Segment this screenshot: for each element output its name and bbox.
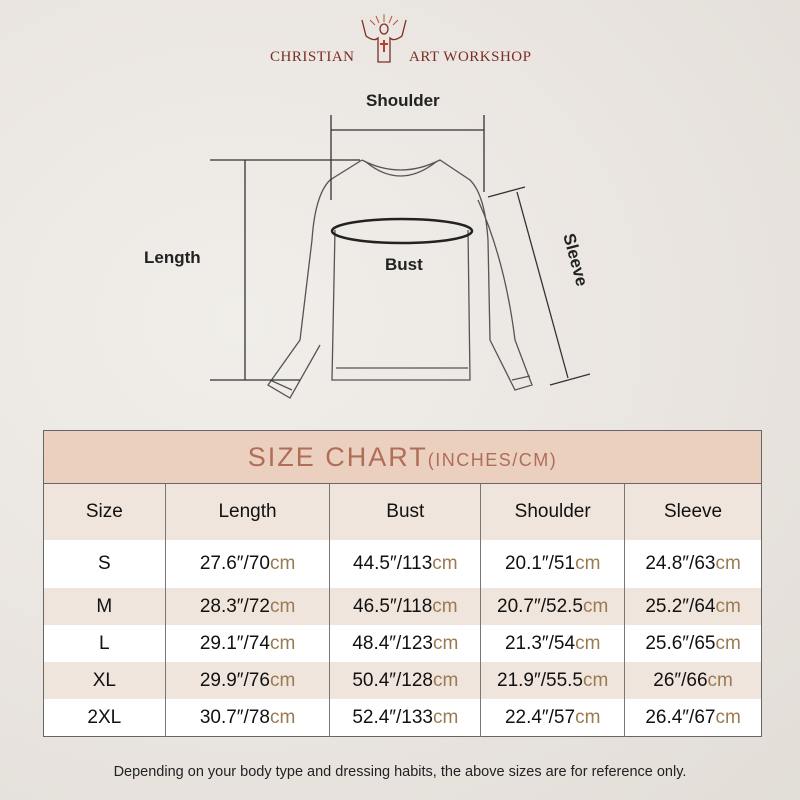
brand-logo: CHRISTIAN ART WORKSHOP bbox=[0, 12, 800, 72]
column-header: Shoulder bbox=[480, 483, 625, 540]
cell-value: 46.5″/118 bbox=[353, 595, 433, 617]
table-row: XL 29.9″/76cm 50.4″/128cm 21.9″/55.5cm 26″/6… bbox=[43, 662, 762, 699]
size-chart-table: SIZE CHART(INCHES/CM) Size Length Bust Shou… bbox=[43, 430, 762, 737]
reference-note: Depending on your body type and dressing… bbox=[113, 764, 687, 780]
unit-label: cm bbox=[715, 553, 741, 574]
unit-label: cm bbox=[582, 669, 609, 691]
cell-value: 30.7″/78 bbox=[199, 706, 270, 728]
column-header: Bust bbox=[329, 483, 481, 540]
cell-value: 50.4″/128 bbox=[352, 669, 433, 691]
unit-label: cm bbox=[269, 553, 296, 574]
christ-figure-logo-icon bbox=[361, 14, 407, 63]
measurement-cell: 29.1″/74cm bbox=[164, 625, 330, 662]
column-header: Length bbox=[164, 483, 330, 540]
measurement-cell: 28.3″/72cm bbox=[164, 588, 330, 625]
length-label: Length bbox=[144, 248, 201, 267]
measurement-cell: 21.3″/54cm bbox=[480, 625, 625, 662]
table-row: L 29.1″/74cm 48.4″/123cm 21.3″/54cm 25.6″/65… bbox=[43, 625, 762, 662]
measurement-cell: 20.7″/52.5cm bbox=[480, 588, 625, 625]
header-row: Size Length Bust Shoulder Sleeve bbox=[43, 483, 762, 540]
unit-label: cm bbox=[433, 669, 459, 691]
size-cell: 2XL bbox=[43, 699, 166, 737]
cell-value: 25.2″/64 bbox=[645, 595, 716, 617]
unit-label: cm bbox=[269, 706, 296, 728]
unit-label: cm bbox=[575, 553, 601, 574]
measurement-cell: 20.1″/51cm bbox=[480, 540, 625, 588]
unit-label: cm bbox=[582, 595, 609, 617]
size-cell: L bbox=[43, 625, 166, 662]
cell-value: 26.4″/67 bbox=[645, 706, 716, 728]
brand-name-right: ART WORKSHOP bbox=[409, 49, 532, 65]
measurement-cell: 30.7″/78cm bbox=[164, 699, 330, 737]
unit-label: cm bbox=[715, 595, 741, 617]
cell-value: 26″/66 bbox=[653, 669, 708, 691]
cell-value: 22.4″/57 bbox=[504, 706, 576, 728]
cell-value: 29.9″/76 bbox=[199, 669, 270, 691]
cell-value: 25.6″/65 bbox=[645, 632, 716, 654]
cell-value: 20.7″/52.5 bbox=[497, 595, 583, 617]
size-chart-title-row: SIZE CHART(INCHES/CM) bbox=[43, 430, 762, 484]
measurement-cell: 22.4″/57cm bbox=[480, 699, 625, 737]
sweater-outline-icon bbox=[210, 115, 591, 399]
size-cell: S bbox=[43, 540, 166, 588]
table-row: 2XL 30.7″/78cm 52.4″/133cm 22.4″/57cm 26.4″/… bbox=[43, 699, 762, 737]
measurement-cell: 44.5″/113cm bbox=[329, 540, 481, 588]
cell-value: L bbox=[99, 632, 110, 654]
size-cell: M bbox=[43, 588, 166, 625]
title-text: SIZE CHART bbox=[247, 441, 428, 472]
cell-value: 2XL bbox=[87, 706, 122, 728]
cell-value: 44.5″/113 bbox=[353, 553, 433, 574]
measurement-cell: 29.9″/76cm bbox=[164, 662, 330, 699]
measurement-cell: 26.4″/67cm bbox=[624, 699, 762, 737]
sweater-measurement-diagram: Shoulder Length Bust Sleeve bbox=[144, 91, 592, 399]
cell-value: 21.9″/55.5 bbox=[497, 669, 583, 691]
column-header: Sleeve bbox=[624, 483, 762, 540]
unit-label: cm bbox=[715, 632, 741, 654]
unit-label: cm bbox=[432, 595, 458, 617]
shoulder-label: Shoulder bbox=[366, 91, 440, 110]
cell-value: 20.1″/51 bbox=[504, 553, 576, 574]
unit-label: cm bbox=[432, 553, 458, 574]
measurement-cell: 25.2″/64cm bbox=[624, 588, 762, 625]
measurement-cell: 50.4″/128cm bbox=[329, 662, 481, 699]
bust-label: Bust bbox=[385, 255, 423, 274]
measurement-cell: 48.4″/123cm bbox=[329, 625, 481, 662]
title-unit: (INCHES/CM) bbox=[427, 449, 558, 470]
unit-label: cm bbox=[575, 706, 601, 728]
unit-label: cm bbox=[269, 632, 296, 654]
unit-label: cm bbox=[433, 706, 459, 728]
measurement-cell: 26″/66cm bbox=[624, 662, 762, 699]
size-cell: XL bbox=[43, 662, 166, 699]
cell-value: 24.8″/63 bbox=[645, 553, 716, 574]
cell-value: 52.4″/133 bbox=[352, 706, 433, 728]
cell-value: M bbox=[96, 595, 113, 617]
cell-value: S bbox=[97, 553, 111, 574]
measurement-cell: 24.8″/63cm bbox=[624, 540, 762, 588]
cell-value: 27.6″/70 bbox=[199, 553, 270, 574]
size-chart-title: SIZE CHART(INCHES/CM) bbox=[43, 430, 762, 484]
unit-label: cm bbox=[707, 669, 733, 691]
unit-label: cm bbox=[715, 706, 741, 728]
cell-value: 48.4″/123 bbox=[352, 632, 433, 654]
unit-label: cm bbox=[269, 669, 296, 691]
measurement-cell: 25.6″/65cm bbox=[624, 625, 762, 662]
cell-value: 21.3″/54 bbox=[504, 632, 576, 654]
measurement-cell: 46.5″/118cm bbox=[329, 588, 481, 625]
measurement-cell: 21.9″/55.5cm bbox=[480, 662, 625, 699]
measurement-cell: 27.6″/70cm bbox=[164, 540, 330, 588]
cell-value: XL bbox=[92, 669, 116, 691]
unit-label: cm bbox=[575, 632, 601, 654]
measurement-cell: 52.4″/133cm bbox=[329, 699, 481, 737]
cell-value: 28.3″/72 bbox=[199, 595, 270, 617]
cell-value: 29.1″/74 bbox=[199, 632, 270, 654]
brand-name-left: CHRISTIAN bbox=[270, 49, 355, 65]
unit-label: cm bbox=[269, 595, 296, 617]
column-header: Size bbox=[43, 483, 166, 540]
table-row: S 27.6″/70cm 44.5″/113cm 20.1″/51cm 24.8″/63… bbox=[43, 540, 762, 588]
unit-label: cm bbox=[433, 632, 459, 654]
table-row: M 28.3″/72cm 46.5″/118cm 20.7″/52.5cm 25.2″/… bbox=[43, 588, 762, 625]
